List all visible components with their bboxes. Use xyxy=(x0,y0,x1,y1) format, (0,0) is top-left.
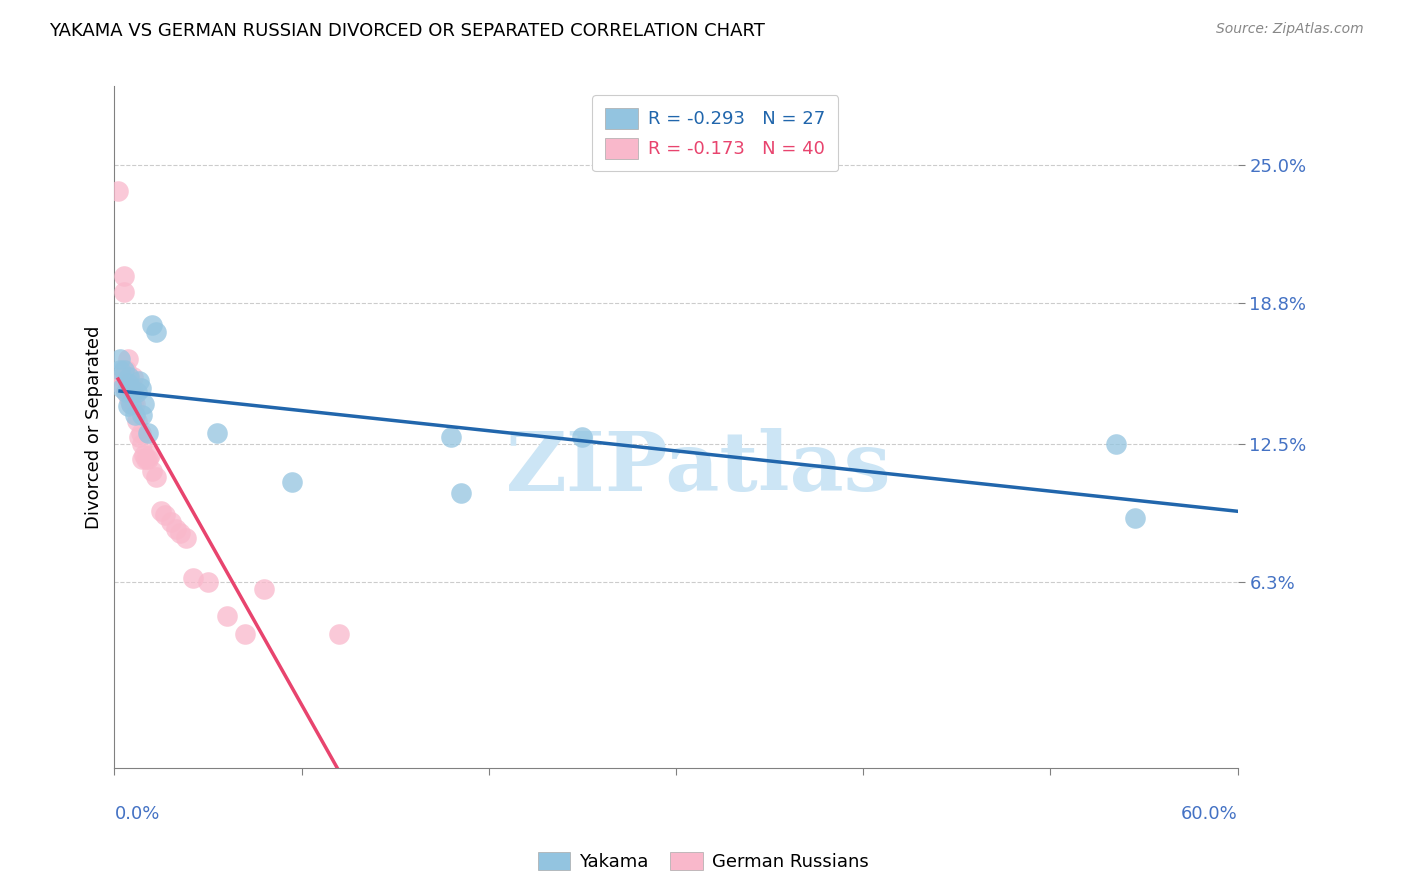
Point xyxy=(136,452,159,467)
Point xyxy=(571,430,593,444)
Point xyxy=(118,392,141,406)
Point xyxy=(122,396,145,410)
Point xyxy=(128,430,150,444)
Point xyxy=(117,376,139,391)
Text: 0.0%: 0.0% xyxy=(114,805,160,823)
Point xyxy=(120,396,142,410)
Point xyxy=(135,452,157,467)
Point xyxy=(108,376,131,391)
Point xyxy=(1105,437,1128,451)
Point xyxy=(107,185,129,199)
Point xyxy=(207,425,229,440)
Point xyxy=(159,515,181,529)
Point xyxy=(440,430,463,444)
Point xyxy=(118,369,141,384)
Point xyxy=(125,414,148,428)
Text: YAKAMA VS GERMAN RUSSIAN DIVORCED OR SEPARATED CORRELATION CHART: YAKAMA VS GERMAN RUSSIAN DIVORCED OR SEP… xyxy=(49,22,765,40)
Point xyxy=(122,381,145,395)
Point xyxy=(117,351,139,366)
Point xyxy=(129,381,152,395)
Point xyxy=(122,385,145,400)
Point xyxy=(150,504,173,518)
Point xyxy=(114,385,136,400)
Point xyxy=(118,381,141,395)
Point xyxy=(1123,510,1146,524)
Point xyxy=(174,531,197,545)
Text: 60.0%: 60.0% xyxy=(1181,805,1237,823)
Point xyxy=(128,374,150,388)
Point xyxy=(114,385,136,400)
Point xyxy=(131,437,153,451)
Point xyxy=(169,526,191,541)
Point xyxy=(112,285,135,299)
Point xyxy=(131,408,153,422)
Point xyxy=(125,385,148,400)
Point xyxy=(181,571,204,585)
Point xyxy=(253,582,276,596)
Point xyxy=(153,508,176,523)
Point xyxy=(281,475,304,489)
Point xyxy=(328,626,350,640)
Point xyxy=(134,448,156,462)
Text: ZIPatlas: ZIPatlas xyxy=(506,428,891,508)
Point xyxy=(120,396,142,410)
Text: Source: ZipAtlas.com: Source: ZipAtlas.com xyxy=(1216,22,1364,37)
Legend: R = -0.293   N = 27, R = -0.173   N = 40: R = -0.293 N = 27, R = -0.173 N = 40 xyxy=(592,95,838,171)
Point xyxy=(108,363,131,377)
Point xyxy=(122,369,145,384)
Point xyxy=(124,408,146,422)
Point xyxy=(112,269,135,284)
Point xyxy=(141,464,163,478)
Point xyxy=(111,369,134,384)
Point xyxy=(129,425,152,440)
Point xyxy=(117,369,139,384)
Point xyxy=(120,385,142,400)
Point xyxy=(165,522,187,536)
Point xyxy=(145,470,167,484)
Point xyxy=(131,452,153,467)
Point xyxy=(120,381,142,395)
Point xyxy=(108,351,131,366)
Point xyxy=(124,396,146,410)
Point xyxy=(139,448,162,462)
Y-axis label: Divorced or Separated: Divorced or Separated xyxy=(86,326,103,529)
Point xyxy=(134,396,156,410)
Legend: Yakama, German Russians: Yakama, German Russians xyxy=(530,845,876,879)
Point xyxy=(136,425,159,440)
Point xyxy=(141,318,163,333)
Point xyxy=(215,608,238,623)
Point xyxy=(112,363,135,377)
Point xyxy=(117,399,139,413)
Point xyxy=(235,626,257,640)
Point xyxy=(197,575,219,590)
Point xyxy=(145,325,167,339)
Point xyxy=(111,381,134,395)
Point xyxy=(450,486,472,500)
Point xyxy=(114,363,136,377)
